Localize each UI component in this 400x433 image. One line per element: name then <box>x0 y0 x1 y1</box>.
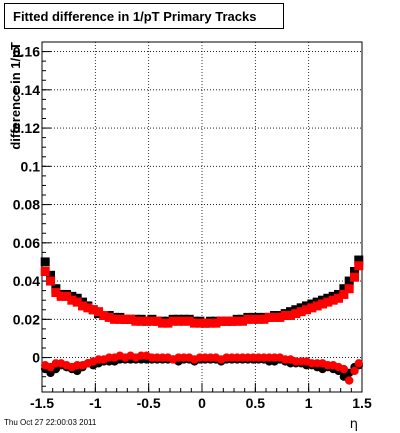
data-point-square <box>339 289 349 299</box>
data-point-circle <box>339 364 349 374</box>
data-point-circle <box>350 366 359 376</box>
data-point-square <box>296 307 306 317</box>
chart-title: Fitted difference in 1/pT Primary Tracks <box>4 3 284 29</box>
data-point-square <box>131 316 141 326</box>
data-point-square <box>46 270 56 280</box>
data-point-square <box>51 288 61 298</box>
data-point-square <box>318 299 328 309</box>
data-point-square <box>120 314 130 324</box>
data-point-square <box>354 255 364 265</box>
data-point-square <box>275 312 285 322</box>
data-point-square <box>222 316 232 326</box>
data-point-square <box>354 261 364 271</box>
y-tick-label: 0.16 <box>13 44 40 60</box>
data-point-square <box>323 297 333 307</box>
x-tick-label: 0.5 <box>246 395 266 411</box>
data-point-square <box>254 314 264 324</box>
data-point-square <box>46 276 56 286</box>
data-point-square <box>83 303 93 313</box>
data-point-square <box>350 267 360 277</box>
data-point-square <box>232 316 242 326</box>
data-point-square <box>72 297 82 307</box>
data-point-square <box>200 318 210 328</box>
y-axis-label: difference in 1/pT <box>8 42 23 150</box>
data-point-square <box>184 316 194 326</box>
data-point-square <box>328 295 338 305</box>
y-tick-label: 0.14 <box>13 82 40 98</box>
data-point-square <box>179 316 189 326</box>
data-point-square <box>264 312 274 322</box>
data-point-square <box>302 305 312 315</box>
data-point-square <box>350 272 360 282</box>
data-point-square <box>62 291 72 301</box>
x-tick-label: -0.5 <box>137 395 161 411</box>
data-point-square <box>206 318 216 328</box>
x-tick-label: 1 <box>305 395 313 411</box>
data-point-square <box>152 316 162 326</box>
data-point-square <box>115 314 125 324</box>
data-point-square <box>286 310 296 320</box>
data-point-square <box>88 305 98 315</box>
data-point-square <box>211 318 221 328</box>
data-point-square <box>168 316 178 326</box>
y-tick-label: 0.12 <box>13 120 40 136</box>
data-point-square <box>238 316 248 326</box>
data-point-square <box>280 310 290 320</box>
y-tick-label: 0 <box>32 350 40 366</box>
data-point-circle <box>345 376 354 385</box>
data-point-square <box>99 310 109 320</box>
data-point-square <box>67 295 77 305</box>
data-point-square <box>339 284 349 294</box>
y-tick-label: 0.1 <box>21 158 41 174</box>
data-point-square <box>56 291 66 301</box>
data-point-square <box>94 307 104 317</box>
data-point-square <box>248 314 258 324</box>
y-tick-label: 0.08 <box>13 197 40 213</box>
grid <box>42 42 362 392</box>
data-point-square <box>334 293 344 303</box>
y-tick-label: 0.02 <box>13 311 40 327</box>
x-axis-label: η <box>350 417 358 432</box>
data-point-square <box>195 318 205 328</box>
data-point-square <box>344 284 354 294</box>
data-point-square <box>147 316 157 326</box>
y-tick-label: 0.06 <box>13 235 40 251</box>
data-point-square <box>110 314 120 324</box>
x-tick-label: -1.5 <box>30 395 54 411</box>
data-marks <box>40 255 364 385</box>
data-point-square <box>227 316 237 326</box>
data-point-square <box>126 314 136 324</box>
x-tick-label: -1 <box>89 395 102 411</box>
data-point-square <box>216 316 226 326</box>
tick-labels: -1.5 -1 -0.5 0 0.5 1 1.5 0 0.02 0.04 0.06 0.08 0.1 0.… <box>13 44 372 411</box>
data-point-square <box>142 316 152 326</box>
data-point-square <box>104 312 114 322</box>
data-point-square <box>307 303 317 313</box>
data-point-circle <box>354 359 363 368</box>
data-point-square <box>270 312 280 322</box>
data-point-square <box>40 267 50 277</box>
data-point-square <box>291 309 301 319</box>
x-tick-label: 1.5 <box>352 395 372 411</box>
y-tick-label: 0.04 <box>13 273 40 289</box>
timestamp: Thu Oct 27 22:00:03 2011 <box>4 418 97 427</box>
data-point-square <box>158 318 168 328</box>
data-point-square <box>40 257 50 267</box>
data-point-square <box>136 316 146 326</box>
data-point-square <box>312 301 322 311</box>
data-point-square <box>344 276 354 286</box>
data-point-square <box>78 301 88 311</box>
data-point-square <box>174 316 184 326</box>
data-point-square <box>243 314 253 324</box>
data-point-square <box>259 314 269 324</box>
x-tick-label: 0 <box>198 395 206 411</box>
data-point-square <box>190 318 200 328</box>
data-point-square <box>163 318 173 328</box>
